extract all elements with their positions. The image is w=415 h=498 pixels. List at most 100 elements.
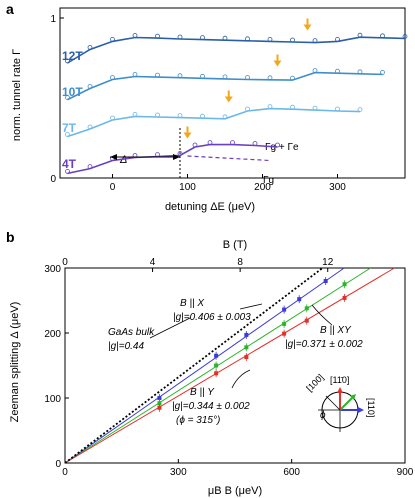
inset-x-arrowhead-icon: [358, 407, 364, 413]
a-point-12T: [155, 33, 160, 39]
b-point: [157, 405, 162, 410]
a-point-10T: [245, 75, 250, 80]
panel-b-series: [64, 267, 395, 464]
b-point: [214, 371, 219, 376]
gaas-g: |g|=0.44: [108, 341, 144, 352]
a-point-4T: [87, 164, 93, 170]
b-xtick-label: 600: [283, 467, 300, 478]
b-point: [282, 307, 287, 312]
panel-b-xlabel: μB B (μeV): [208, 485, 262, 497]
panel-b-annotations: B || X |g|=0.406 ± 0.003 GaAs bulk |g|=0…: [108, 298, 363, 426]
b-top-xtick-label: 4: [150, 257, 156, 268]
bx-title: B || X: [180, 298, 204, 309]
b-fit-line-B-Y: [64, 267, 395, 464]
a-point-12T: [402, 34, 408, 39]
panel-a-frame: [59, 7, 406, 179]
a-point-7T: [177, 113, 183, 118]
b-point: [244, 332, 249, 337]
panel-a-label: a: [6, 1, 14, 17]
curve-label-gamma-g: Γg: [263, 175, 274, 186]
a-ytick-label: 1: [50, 14, 56, 25]
a-point-10T: [312, 68, 318, 73]
panel-a-xlabel: detuning ΔE (μeV): [165, 201, 255, 213]
arrow-marker-icon-12T: [303, 24, 312, 31]
a-point-10T: [177, 73, 183, 79]
a-point-12T: [267, 37, 273, 42]
panel-a-series: [65, 18, 408, 175]
by-phi: (ϕ = 315°): [176, 415, 220, 426]
a-point-12T: [245, 36, 250, 42]
a-point-10T: [200, 73, 205, 79]
a-point-7T: [65, 132, 70, 137]
a-point-7T: [87, 124, 93, 130]
a-point-10T: [335, 68, 340, 74]
a-point-12T: [357, 32, 363, 38]
a-point-7T: [335, 106, 340, 112]
a-point-12T: [132, 33, 138, 38]
a-xtick-label: 0: [110, 182, 116, 193]
b-top-xtick-label: 12: [322, 257, 334, 268]
a-ytick-label: 0: [50, 174, 56, 185]
inset-xy-arrow: [339, 395, 355, 411]
b-ytick-label: 0: [55, 459, 61, 470]
by-pointer: [231, 369, 251, 389]
a-point-10T: [380, 70, 385, 75]
b-point: [323, 279, 328, 283]
a-point-10T: [155, 72, 160, 78]
bxy-title: B || XY: [320, 325, 352, 336]
panel-b-top-xlabel: B (T): [223, 239, 247, 251]
a-point-7T: [222, 114, 228, 120]
a-point-12T: [110, 37, 115, 42]
a-point-12T: [87, 45, 93, 50]
a-point-4T: [230, 140, 235, 146]
a-series-line-7T: [67, 107, 361, 138]
a-point-12T: [222, 35, 228, 41]
b-point: [244, 345, 249, 350]
a-point-10T: [222, 74, 228, 80]
a-point-7T: [245, 106, 250, 112]
a-point-4T: [207, 140, 213, 146]
a-point-7T: [155, 112, 160, 118]
a-point-7T: [110, 115, 115, 121]
inset-label-100: [100]: [304, 372, 325, 393]
a-point-4T: [252, 141, 258, 146]
a-point-7T: [132, 112, 138, 117]
a-point-10T: [87, 84, 93, 89]
b-point: [282, 331, 287, 336]
gaas-title: GaAs bulk: [108, 327, 155, 338]
b-ytick-label: 200: [44, 329, 61, 340]
b-fit-line-GaAs-bulk: [64, 267, 324, 464]
b-top-xtick-label: 8: [237, 257, 243, 268]
inset-label-1m10: [11̄0]: [330, 375, 349, 385]
by-g: |g|=0.344 ± 0.002: [172, 401, 250, 412]
a-point-10T: [290, 75, 295, 81]
delta-arrow-right-icon: [173, 154, 180, 160]
label-12T: 12T: [62, 49, 83, 63]
a-point-7T: [200, 113, 205, 119]
bx-pointer: [239, 303, 263, 310]
a-point-12T: [335, 37, 340, 42]
b-xtick-label: 0: [62, 467, 68, 478]
inset-label-phi: ϕ: [320, 410, 326, 421]
delta-arrow-left-icon: [110, 154, 117, 160]
a-point-12T: [290, 37, 295, 43]
panel-a-series-labels: 12T 10T 7T 4T: [62, 49, 83, 171]
arrow-marker-icon-10T: [273, 60, 282, 67]
curve-label-gamma-ge: Γg + Γe: [265, 142, 299, 153]
panel-b: b Zeeman splitting Δ (μeV) μB B (μeV) B …: [6, 229, 414, 497]
b-top-xtick-label: 0: [62, 257, 68, 268]
bxy-pointer: [311, 304, 333, 326]
b-ytick-label: 300: [44, 264, 61, 275]
a-point-12T: [380, 33, 385, 39]
a-point-7T: [267, 104, 273, 109]
bxy-g: |g|=0.371 ± 0.002: [285, 339, 363, 350]
a-point-10T: [357, 69, 363, 75]
by-title: B || Y: [190, 387, 215, 398]
b-point: [304, 306, 309, 311]
a-series-line-10T: [67, 71, 383, 101]
a-point-10T: [267, 75, 273, 81]
panel-b-label: b: [6, 229, 15, 245]
a-point-4T: [192, 142, 198, 148]
arrow-marker-icon-7T: [224, 96, 233, 103]
